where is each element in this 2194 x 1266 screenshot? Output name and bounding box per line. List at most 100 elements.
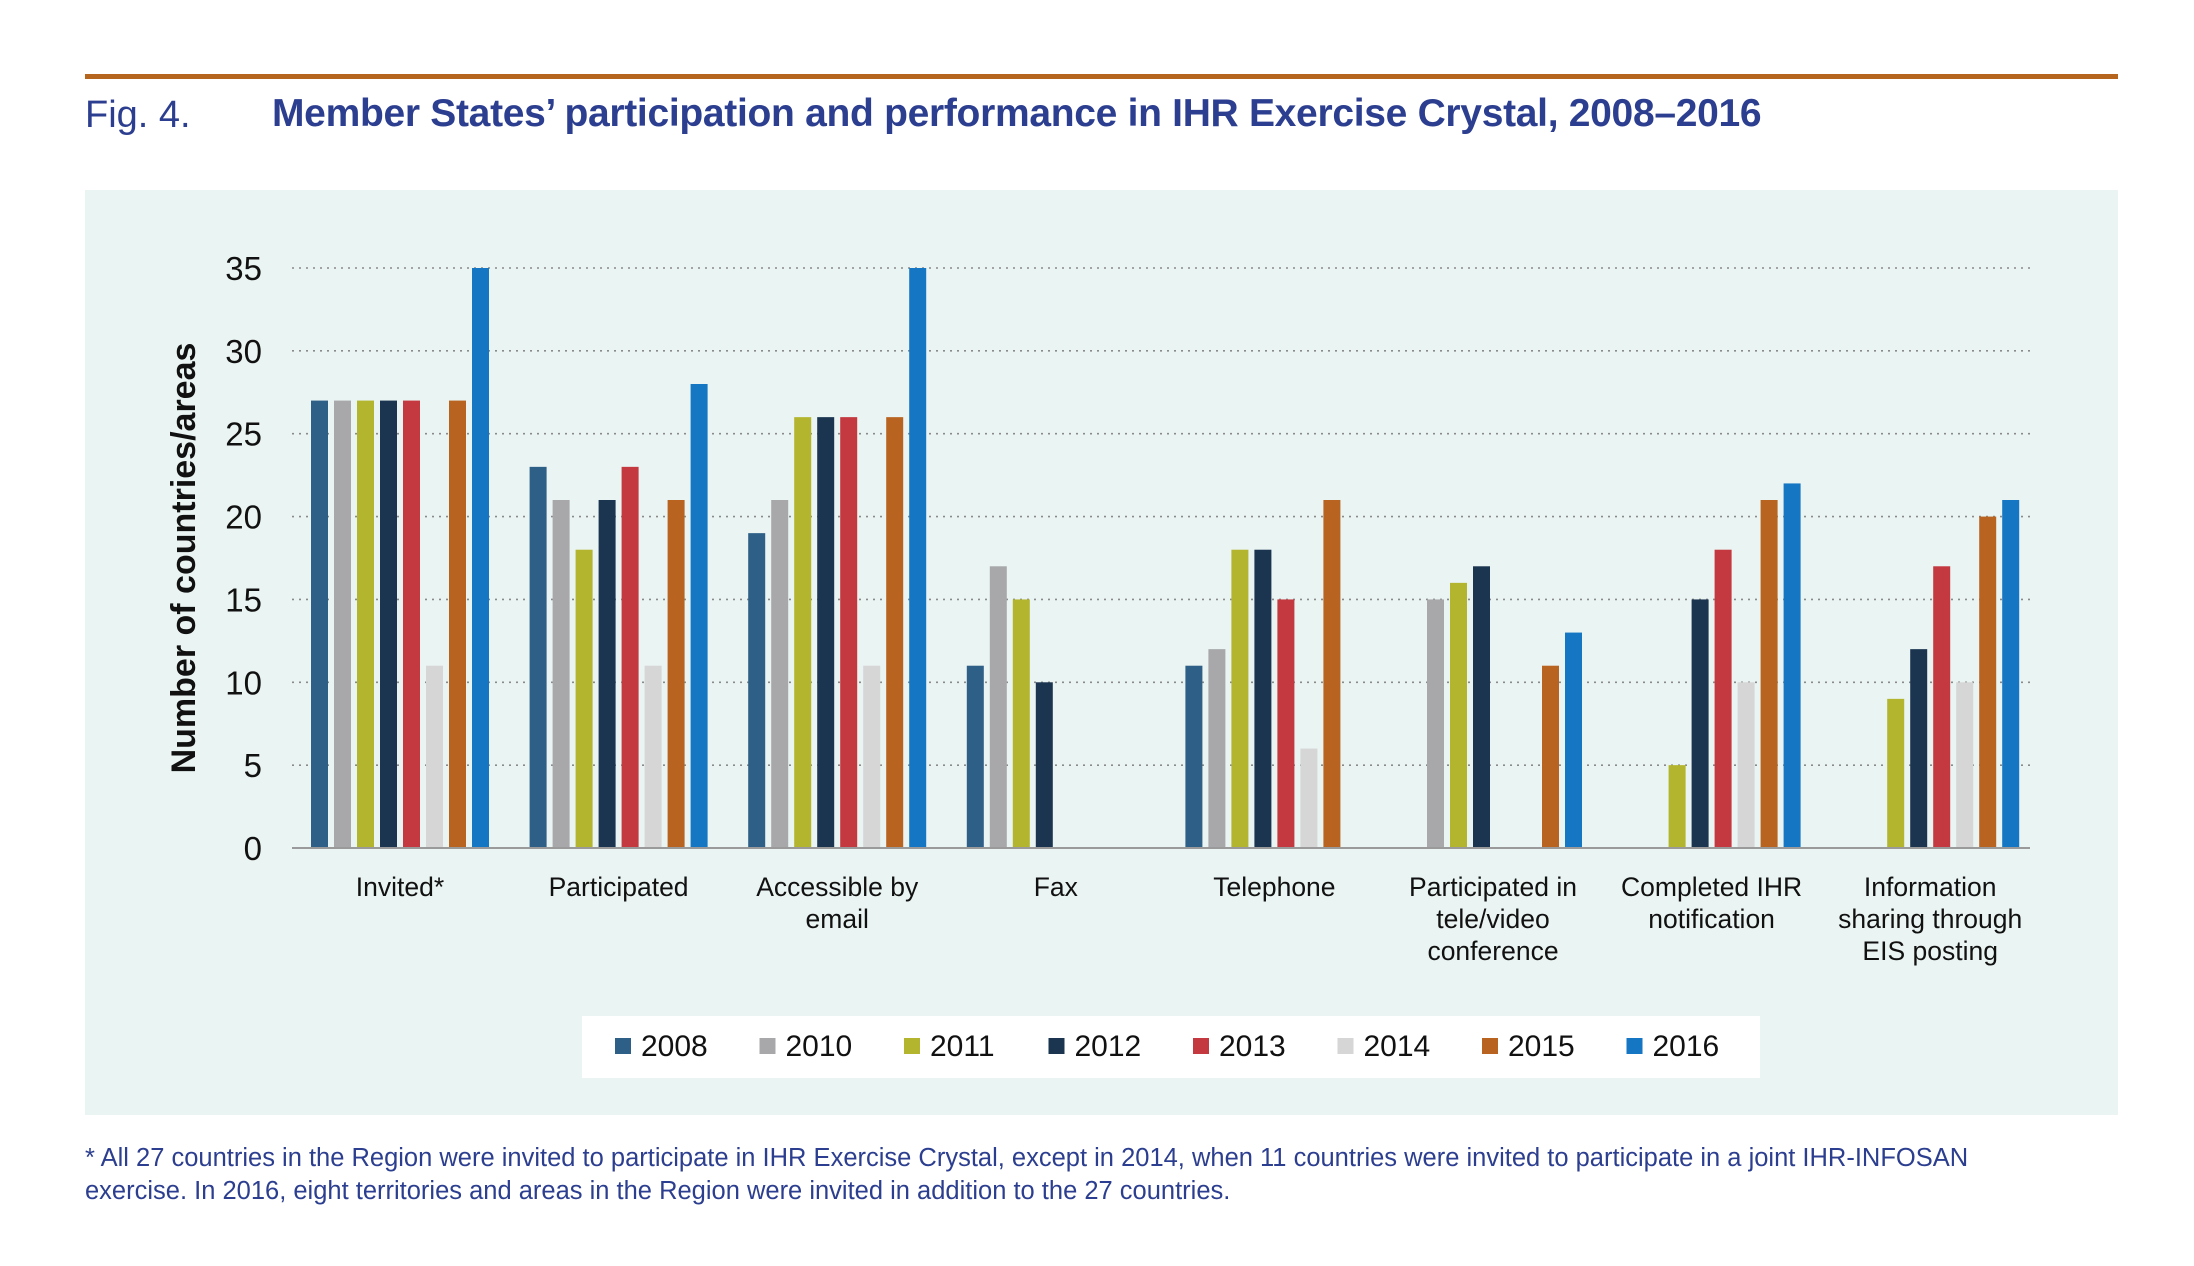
bar [886, 417, 904, 848]
bar [1277, 599, 1295, 848]
x-category-label: Accessible by [756, 872, 919, 902]
x-category-label: tele/video [1436, 904, 1549, 934]
bar [311, 400, 328, 848]
bar [748, 533, 766, 848]
legend-swatch [1193, 1038, 1209, 1054]
bar [1473, 566, 1490, 848]
bar [1714, 549, 1732, 848]
bar [552, 500, 570, 848]
legend-swatch [759, 1038, 776, 1054]
x-category-label: email [806, 904, 869, 934]
x-category-label: Completed IHR [1621, 872, 1802, 902]
bar [644, 665, 662, 848]
bar [1012, 599, 1030, 848]
x-category-label: Information [1864, 872, 1997, 902]
bar [1956, 682, 1974, 848]
bar [989, 566, 1007, 848]
bar [1254, 549, 1272, 848]
footnote-line-1: * All 27 countries in the Region were in… [85, 1144, 1969, 1172]
legend-swatch [1048, 1038, 1065, 1054]
bar [403, 400, 420, 848]
legend-swatch [904, 1038, 920, 1054]
bar [529, 466, 547, 848]
bar [1737, 682, 1755, 848]
bar [863, 665, 881, 848]
bar [380, 400, 397, 848]
bar [621, 466, 639, 848]
bar [426, 665, 443, 848]
bar [1933, 566, 1951, 848]
bar [1185, 665, 1203, 848]
bar [840, 417, 858, 848]
footnote-line-2: exercise. In 2016, eight territories and… [85, 1177, 1231, 1205]
bar [598, 500, 616, 848]
bar [449, 400, 466, 848]
y-tick-label: 5 [244, 747, 262, 784]
bar [334, 400, 351, 848]
bar [909, 268, 927, 848]
top-rule [85, 74, 2118, 79]
footnote: * All 27 countries in the Region were in… [85, 1142, 2125, 1208]
figure-label: Fig. 4. [85, 94, 191, 136]
y-axis-title: Number of countries/areas [165, 343, 203, 774]
y-tick-label: 10 [225, 664, 262, 701]
y-tick-label: 15 [225, 581, 262, 618]
x-category-label: Participated [549, 872, 689, 902]
legend-swatch [1626, 1038, 1643, 1054]
bar [1542, 665, 1559, 848]
y-tick-label: 30 [225, 333, 262, 370]
legend-label: 2016 [1653, 1030, 1720, 1063]
bar-chart: 0 5 10 15 20 25 30 35 Number of countries/areas I… [165, 250, 2030, 1078]
bar [575, 549, 593, 848]
bar [794, 417, 812, 848]
bar [1450, 582, 1467, 848]
y-tick-label: 35 [225, 250, 262, 287]
bar [1691, 599, 1709, 848]
bar [966, 665, 984, 848]
bar [771, 500, 789, 848]
bar [1231, 549, 1249, 848]
legend-label: 2010 [786, 1030, 853, 1063]
legend-label: 2011 [930, 1030, 995, 1063]
bar [1979, 516, 1997, 848]
bar [472, 268, 489, 848]
x-category-label: Telephone [1213, 872, 1335, 902]
y-tick-label: 25 [225, 416, 262, 453]
bar [1760, 500, 1778, 848]
bar [1783, 483, 1801, 848]
legend-swatch [1337, 1038, 1354, 1054]
legend-swatch [615, 1038, 631, 1054]
bar [1427, 599, 1444, 848]
bar [1300, 748, 1318, 848]
bar [357, 400, 374, 848]
legend-label: 2012 [1075, 1030, 1142, 1063]
y-tick-label: 20 [225, 499, 262, 536]
legend-box [582, 1016, 1760, 1078]
x-category-label: notification [1648, 904, 1775, 934]
bar [817, 417, 835, 848]
legend-label: 2013 [1219, 1030, 1286, 1063]
bar [1035, 682, 1053, 848]
legend-swatch [1482, 1038, 1498, 1054]
x-category-label: sharing through [1838, 904, 2022, 934]
x-category-label: Invited* [356, 872, 444, 902]
legend-label: 2014 [1364, 1030, 1431, 1063]
legend-label: 2008 [641, 1030, 708, 1063]
bar [2002, 500, 2020, 848]
bar [1323, 500, 1341, 848]
bar [690, 384, 708, 848]
legend-label: 2015 [1508, 1030, 1575, 1063]
bar [1208, 649, 1226, 848]
bar [1668, 765, 1686, 848]
bar [667, 500, 685, 848]
figure-title: Member States’ participation and perform… [272, 92, 1762, 135]
x-category-label: Participated in [1409, 872, 1577, 902]
chart-panel: 0 5 10 15 20 25 30 35 Number of countries/areas I… [85, 190, 2118, 1115]
x-category-label: conference [1427, 936, 1558, 966]
bar [1887, 698, 1905, 848]
bar [1565, 632, 1582, 848]
x-category-label: EIS posting [1862, 936, 1998, 966]
bar [1910, 649, 1928, 848]
x-category-label: Fax [1034, 872, 1078, 902]
y-tick-label: 0 [244, 830, 262, 867]
